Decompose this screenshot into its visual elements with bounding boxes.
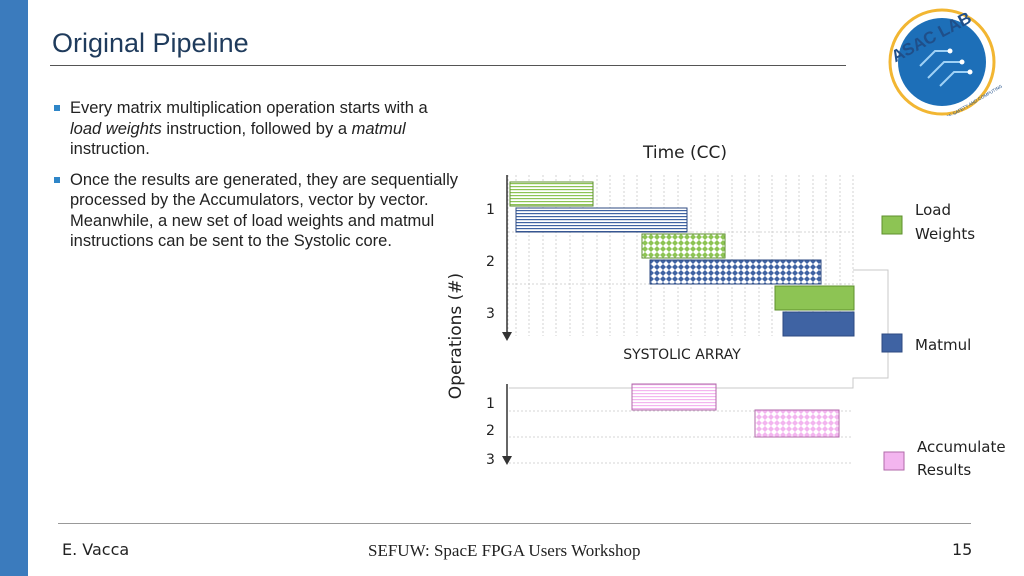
op3-load-weights-bar — [774, 285, 855, 311]
bullet-marker — [54, 105, 60, 111]
bullet-item-2: Once the results are generated, they are… — [52, 170, 462, 252]
op2-load-weights-bar — [641, 233, 726, 259]
bullet-text-1-d: matmul — [351, 119, 406, 138]
y-axis-bottom-arrow — [502, 456, 512, 465]
top-row-label-2: 2 — [486, 254, 495, 270]
bullet-text-1-c: instruction, followed by a — [161, 119, 352, 138]
op1-load-weights-bar — [509, 181, 594, 207]
footer-divider — [58, 523, 971, 524]
asac-lab-logo: ASAC LAB AEROSPACE SAFETY AND COMPUTING … — [888, 8, 1002, 116]
logo-circle — [898, 18, 986, 106]
legend-label-accumulate-2: Results — [917, 461, 971, 479]
op1-matmul-bar — [515, 207, 688, 233]
op3-matmul-bar — [782, 311, 855, 337]
page-number: 15 — [952, 540, 973, 559]
bullet-item-1: Every matrix multiplication operation st… — [52, 98, 462, 160]
bottom-row-label-3: 3 — [486, 452, 495, 468]
y-axis-top-arrow — [502, 332, 512, 341]
bullet-text-1-b: load weights — [70, 119, 162, 138]
bottom-row-label-1: 1 — [486, 396, 495, 412]
legend-label-matmul: Matmul — [915, 336, 971, 354]
y-axis-title: Operations (#) — [446, 273, 466, 399]
legend-label-load-weights-1: Load — [915, 201, 951, 219]
op2-accumulate-bar — [754, 409, 840, 438]
accumulator-grid — [509, 410, 853, 464]
legend-swatch-load-weights — [881, 215, 903, 235]
legend-swatch-matmul — [881, 333, 903, 353]
left-accent-bar — [0, 0, 28, 576]
bullet-text-2: Once the results are generated, they are… — [70, 170, 458, 251]
bullet-marker — [54, 176, 60, 183]
footer-author: E. Vacca — [62, 540, 130, 559]
slide-title: Original Pipeline — [52, 28, 249, 58]
logo-circuit — [919, 50, 970, 87]
bullet-text-1-e: instruction. — [70, 140, 150, 158]
top-row-label-1: 1 — [486, 202, 495, 218]
footer-event: SEFUW: SpacE FPGA Users Workshop — [368, 541, 641, 560]
x-axis-title: Time (CC) — [642, 143, 727, 163]
op1-accumulate-bar — [631, 383, 717, 411]
systolic-array-label: SYSTOLIC ARRAY — [623, 347, 741, 363]
bottom-row-label-2: 2 — [486, 423, 495, 439]
top-row-label-3: 3 — [486, 306, 495, 322]
legend-label-load-weights-2: Weights — [915, 225, 975, 243]
bullet-text-1-a: Every matrix multiplication operation st… — [70, 99, 428, 117]
legend-label-accumulate-1: Accumulate — [917, 438, 1006, 456]
legend-swatch-accumulate — [883, 451, 905, 471]
systolic-array-outline — [509, 269, 889, 389]
logo-ring — [888, 8, 996, 116]
bullet-list: Every matrix multiplication operation st… — [52, 98, 462, 262]
title-divider — [50, 65, 846, 66]
op2-matmul-bar — [649, 259, 822, 285]
